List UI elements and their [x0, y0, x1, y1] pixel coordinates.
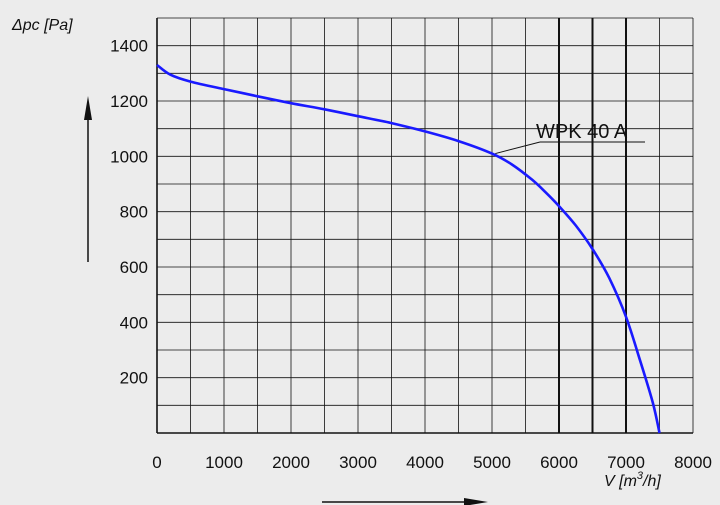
- y-tick-label: 1000: [110, 147, 148, 166]
- y-tick-label: 1200: [110, 92, 148, 111]
- x-axis-arrow-head: [464, 498, 488, 505]
- annotations: Δpc [Pa] V [m3/h]: [11, 17, 661, 505]
- series-label-leader: [495, 141, 541, 155]
- grid: [156, 17, 694, 434]
- tick-labels: 0 1000 2000 3000 4000 5000 6000 7000 8000 200 400 6…: [110, 37, 712, 472]
- y-axis-arrow-head: [84, 96, 92, 120]
- y-tick-label: 400: [120, 313, 148, 332]
- y-tick-label: 800: [120, 203, 148, 222]
- series-label: WPK 40 A: [536, 121, 628, 143]
- x-tick-label: 1000: [205, 453, 243, 472]
- x-tick-label: 6000: [540, 453, 578, 472]
- curves: WPK 40 A: [156, 63, 661, 434]
- x-tick-label: 5000: [473, 453, 511, 472]
- x-tick-label: 3000: [339, 453, 377, 472]
- x-tick-label: 0: [152, 453, 161, 472]
- series-line: [156, 63, 661, 434]
- y-tick-label: 1400: [110, 37, 148, 56]
- x-tick-label: 8000: [674, 453, 712, 472]
- y-axis-label: Δpc [Pa]: [11, 17, 73, 34]
- x-tick-label: 2000: [272, 453, 310, 472]
- y-tick-label: 600: [120, 258, 148, 277]
- y-tick-label: 200: [120, 369, 148, 388]
- x-tick-label: 4000: [406, 453, 444, 472]
- x-tick-label: 7000: [607, 453, 645, 472]
- x-axis-label: V [m3/h]: [604, 470, 661, 490]
